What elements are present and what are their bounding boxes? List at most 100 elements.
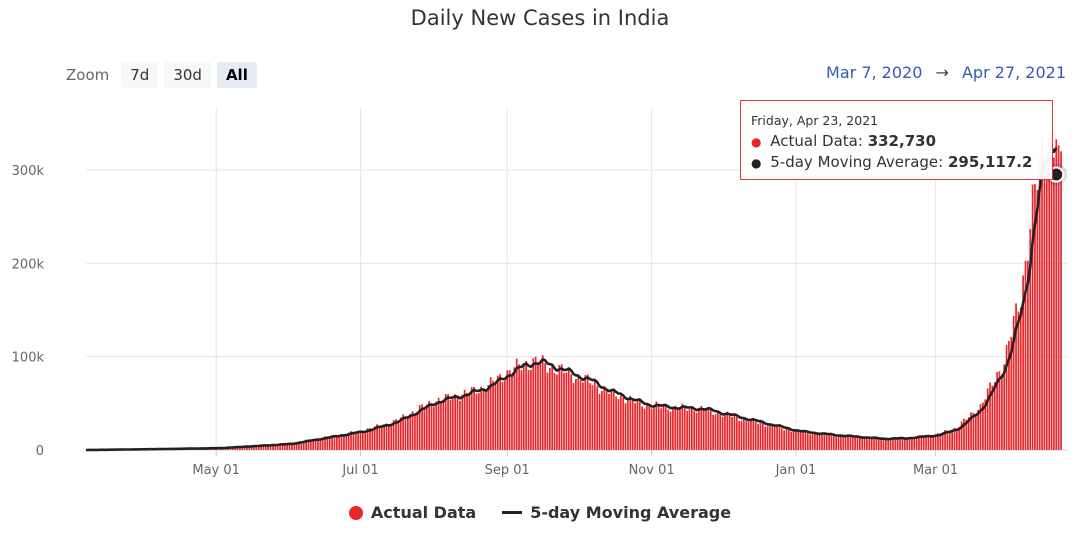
data-bar[interactable] <box>958 426 961 450</box>
data-bar[interactable] <box>707 407 710 450</box>
data-bar[interactable] <box>849 435 852 450</box>
data-bar[interactable] <box>984 399 987 450</box>
data-bar[interactable] <box>340 434 343 450</box>
data-bar[interactable] <box>816 434 819 450</box>
data-bar[interactable] <box>468 393 471 450</box>
data-bar[interactable] <box>806 433 809 450</box>
data-bar[interactable] <box>970 412 972 450</box>
range-to[interactable]: Apr 27, 2021 <box>961 63 1066 82</box>
data-bar[interactable] <box>496 375 499 450</box>
data-bar[interactable] <box>719 414 722 450</box>
data-bar[interactable] <box>724 413 726 450</box>
data-bar[interactable] <box>298 441 300 450</box>
data-bar[interactable] <box>570 374 572 450</box>
data-bar[interactable] <box>700 405 703 450</box>
data-bar[interactable] <box>750 419 752 450</box>
data-bar[interactable] <box>797 430 800 450</box>
data-bar[interactable] <box>728 415 731 450</box>
data-bar[interactable] <box>738 421 741 450</box>
data-bar[interactable] <box>444 393 447 450</box>
data-bar[interactable] <box>717 411 719 450</box>
data-bar[interactable] <box>421 404 423 450</box>
data-bar[interactable] <box>1017 311 1020 450</box>
data-bar[interactable] <box>690 406 693 450</box>
data-bar[interactable] <box>279 443 281 450</box>
data-bar[interactable] <box>885 438 887 450</box>
data-bar[interactable] <box>402 414 404 450</box>
data-bar[interactable] <box>262 445 265 450</box>
data-bar[interactable] <box>672 406 674 450</box>
data-bar[interactable] <box>541 355 544 450</box>
data-bar[interactable] <box>870 438 873 450</box>
data-bar[interactable] <box>283 444 286 450</box>
data-bar[interactable] <box>392 420 395 450</box>
data-bar[interactable] <box>288 443 291 450</box>
data-bar[interactable] <box>286 443 289 450</box>
data-bar[interactable] <box>842 436 845 450</box>
data-bar[interactable] <box>246 446 248 450</box>
data-bar[interactable] <box>828 435 830 450</box>
data-bar[interactable] <box>913 437 916 450</box>
data-bar[interactable] <box>1024 260 1027 450</box>
data-bar[interactable] <box>835 437 838 450</box>
data-bar[interactable] <box>1036 189 1039 450</box>
data-bar[interactable] <box>335 436 338 450</box>
data-bar[interactable] <box>766 426 769 450</box>
data-bar[interactable] <box>546 372 549 450</box>
data-bar[interactable] <box>461 394 464 450</box>
data-bar[interactable] <box>1045 170 1048 450</box>
data-bar[interactable] <box>373 426 376 450</box>
data-bar[interactable] <box>293 443 296 450</box>
data-bar[interactable] <box>856 436 859 450</box>
data-bar[interactable] <box>317 439 319 450</box>
data-bar[interactable] <box>608 394 610 450</box>
data-bar[interactable] <box>565 372 568 450</box>
data-bar[interactable] <box>858 437 861 450</box>
data-bar[interactable] <box>627 400 629 450</box>
data-bar[interactable] <box>463 389 466 450</box>
data-bar[interactable] <box>998 371 1001 450</box>
data-bar[interactable] <box>534 356 537 450</box>
data-bar[interactable] <box>702 409 705 450</box>
data-bar[interactable] <box>726 411 729 450</box>
data-bar[interactable] <box>761 423 764 450</box>
data-bar[interactable] <box>551 365 554 450</box>
data-bar[interactable] <box>385 423 388 450</box>
data-bar[interactable] <box>769 423 771 450</box>
data-bar[interactable] <box>369 428 371 450</box>
data-bar[interactable] <box>908 437 911 450</box>
data-bar[interactable] <box>253 445 255 450</box>
data-bar[interactable] <box>795 429 797 450</box>
data-bar[interactable] <box>508 370 511 450</box>
data-bar[interactable] <box>520 370 523 450</box>
data-bar[interactable] <box>312 439 315 450</box>
data-bar[interactable] <box>527 369 530 450</box>
zoom-all-button[interactable]: All <box>216 62 257 88</box>
data-bar[interactable] <box>747 421 750 450</box>
data-bar[interactable] <box>291 443 293 450</box>
data-bar[interactable] <box>1038 157 1041 450</box>
data-bar[interactable] <box>776 425 778 450</box>
data-bar[interactable] <box>683 405 686 450</box>
data-bar[interactable] <box>771 424 774 450</box>
legend-moving-average[interactable]: 5-day Moving Average <box>502 503 731 522</box>
data-bar[interactable] <box>688 409 691 450</box>
data-bar[interactable] <box>974 414 977 450</box>
legend-actual-data[interactable]: Actual Data <box>348 503 476 522</box>
data-bar[interactable] <box>276 444 279 450</box>
data-bar[interactable] <box>698 407 700 450</box>
data-bar[interactable] <box>993 382 996 450</box>
data-bar[interactable] <box>1034 183 1036 450</box>
data-bar[interactable] <box>982 402 984 450</box>
data-bar[interactable] <box>324 436 326 450</box>
data-bar[interactable] <box>584 375 587 450</box>
data-bar[interactable] <box>473 386 475 450</box>
data-bar[interactable] <box>409 413 412 450</box>
data-bar[interactable] <box>709 409 712 450</box>
data-bar[interactable] <box>1055 139 1058 450</box>
data-bar[interactable] <box>636 400 639 450</box>
data-bar[interactable] <box>650 408 653 450</box>
data-bar[interactable] <box>629 395 632 450</box>
data-bar[interactable] <box>300 441 303 450</box>
data-bar[interactable] <box>248 446 251 450</box>
